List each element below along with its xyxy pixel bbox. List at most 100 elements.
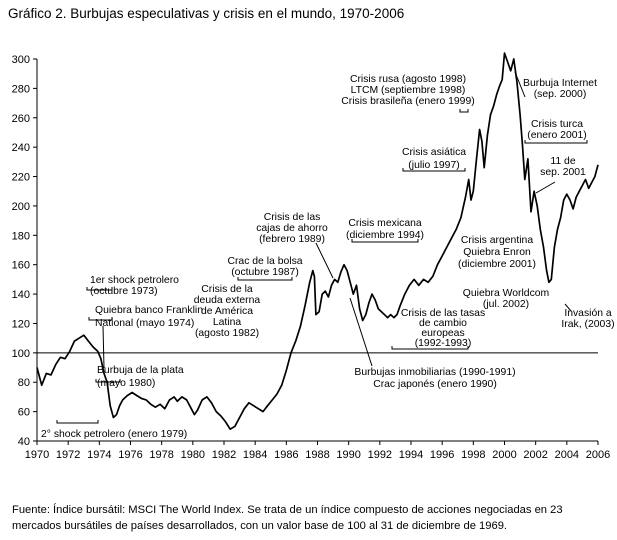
annotation-label: Crisis de la [201, 284, 253, 295]
annotation-label: (octubre 1987) [231, 267, 299, 278]
x-tick-label: 1994 [399, 449, 423, 461]
y-tick-label: 220 [12, 172, 30, 184]
annotation-label: Burbuja de la plata [97, 365, 184, 376]
x-tick-label: 1974 [87, 449, 111, 461]
x-tick-label: 2004 [555, 449, 579, 461]
y-tick-label: 140 [12, 289, 30, 301]
x-tick-label: 2000 [492, 449, 516, 461]
x-tick-label: 1986 [274, 449, 298, 461]
annotation-label: 2° shock petrolero (enero 1979) [41, 429, 187, 440]
annotation-mexicana-1994: Crisis mexicana(diciembre 1994) [346, 218, 424, 243]
annotation-label: (diciembre 2001) [458, 259, 536, 270]
y-tick-label: 240 [12, 142, 30, 154]
y-tick-label: 280 [12, 83, 30, 95]
annotation-leader [564, 303, 572, 312]
annotation-label: (agosto 1982) [195, 328, 259, 339]
x-tick-label: 1992 [368, 449, 392, 461]
x-tick-label: 1984 [243, 449, 267, 461]
annotation-worldcom-2002: Quiebra Worldcom(jul. 2002) [463, 288, 549, 310]
source-note: Fuente: Índice bursátil: MSCI The World … [12, 504, 563, 532]
annotation-label: (julio 1997) [408, 160, 459, 171]
series-line [36, 52, 599, 431]
y-tick-label: 100 [12, 348, 30, 360]
y-tick-label: 260 [12, 113, 30, 125]
annotation-label: cajas de ahorro [256, 223, 328, 234]
y-tick-label: 40 [18, 436, 30, 448]
x-tick-label: 1976 [118, 449, 142, 461]
annotation-label: Irak, (2003) [561, 319, 614, 330]
x-tick-label: 1982 [212, 449, 236, 461]
annotation-label: 1er shock petrolero [90, 275, 179, 286]
annotation-label: (febrero 1989) [259, 234, 325, 245]
annotation-internet-2000: Burbuja Internet(sep. 2000) [514, 71, 597, 100]
annotation-bolsa-1987: Crac de la bolsa(octubre 1987) [227, 256, 303, 281]
x-tick-label: 2002 [523, 449, 547, 461]
annotation-rusa-1998: Crisis rusa (agosto 1998)LTCM (septiembr… [341, 74, 475, 113]
x-tick-label: 1988 [305, 449, 329, 461]
chart-area: 40 60 80 100 120 140 160 180 200 220 240 260 280 300 1… [12, 52, 615, 461]
annotation-label: Crisis mexicana [348, 218, 422, 229]
annotation-label: Latina [213, 317, 242, 328]
annotations-layer: 1er shock petrolero(octubre 1973) Quiebra… [41, 71, 615, 440]
annotation-bracket [391, 346, 469, 350]
annotation-label: de América [201, 306, 253, 317]
annotation-label: sep. 2001 [540, 167, 586, 178]
annotation-label: Invasión a [564, 308, 612, 319]
annotation-label: LTCM (septiembre 1998) [351, 85, 466, 96]
annotation-bracket [351, 239, 419, 243]
annotation-label: Crisis de las tasas [401, 308, 485, 319]
annotation-label: Crac de la bolsa [227, 256, 302, 267]
annotation-label: europeas [421, 328, 464, 339]
annotation-label: (diciembre 1994) [346, 230, 424, 241]
annotation-label: Crisis argentina [461, 235, 533, 246]
annotation-label: de cambio [419, 318, 467, 329]
annotation-label: (octubre 1973) [90, 286, 158, 297]
annotation-label: (jul. 2002) [483, 299, 529, 310]
x-tick-label: 1980 [181, 449, 205, 461]
x-tick-label: 1972 [56, 449, 80, 461]
y-tick-label: 60 [18, 407, 30, 419]
annotation-bracket [459, 109, 469, 113]
annotation-label: National (mayo 1974) [95, 318, 194, 329]
y-tick-label: 300 [12, 54, 30, 66]
x-tick-label: 1996 [430, 449, 454, 461]
annotation-label: Burbujas inmobiliarias (1990-1991) [354, 367, 515, 378]
y-tick-label: 160 [12, 260, 30, 272]
annotation-shock-1979: 2° shock petrolero (enero 1979) [41, 420, 187, 440]
axes: 40 60 80 100 120 140 160 180 200 220 240 260 280 300 1… [12, 54, 611, 461]
annotation-label: Quiebra Worldcom [463, 288, 549, 299]
annotation-leader [102, 325, 105, 369]
y-tick-label: 120 [12, 318, 30, 330]
annotation-leader [349, 297, 373, 367]
annotation-label: 11 de [550, 156, 575, 167]
annotation-leader [535, 181, 556, 194]
x-tick-label: 2006 [586, 449, 610, 461]
series-layer [36, 52, 599, 431]
annotation-inmob-1990: Burbujas inmobiliarias (1990-1991)Crac j… [349, 297, 516, 390]
x-tick-label: 1970 [25, 449, 49, 461]
annotation-label: (sep. 2000) [534, 89, 587, 100]
annotation-label: Crisis asiática [402, 147, 466, 158]
annotation-label: Crisis turca [531, 119, 583, 130]
annotation-label: Crisis rusa (agosto 1998) [350, 74, 466, 85]
annotation-label: Crisis brasileña (enero 1999) [341, 96, 474, 107]
x-tick-label: 1990 [336, 449, 360, 461]
annotation-leader [315, 242, 334, 279]
y-tick-label: 180 [12, 230, 30, 242]
y-tick-label: 200 [12, 201, 30, 213]
annotation-label: Burbuja Internet [523, 78, 597, 89]
annotation-franklin-1974: Quiebra banco Franklin National (mayo 197… [88, 305, 203, 369]
annotation-label: Crac japonés (enero 1990) [373, 379, 497, 390]
annotation-bracket [88, 317, 113, 321]
annotation-bracket [56, 420, 99, 424]
annotation-plata-1980: Burbuja de la plata (mayo 1980) [95, 365, 184, 389]
annotation-leader [514, 71, 526, 98]
annotation-label: Quiebra banco Franklin [95, 305, 203, 316]
x-tick-label: 1998 [461, 449, 485, 461]
